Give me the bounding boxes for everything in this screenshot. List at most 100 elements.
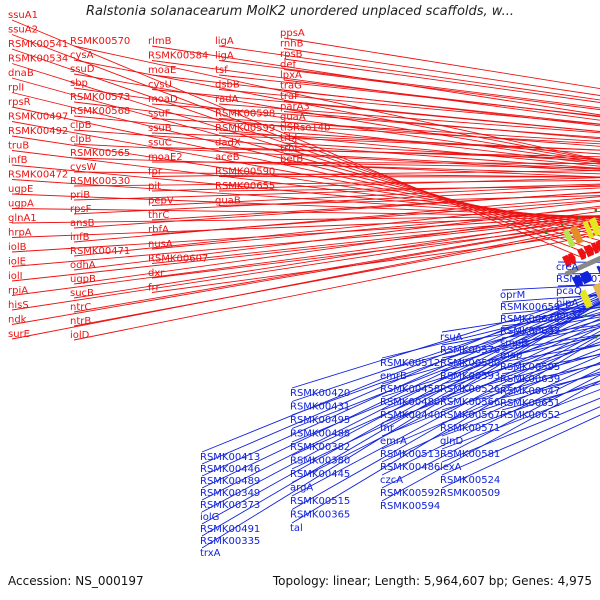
forward-gene-label: cysA	[70, 50, 94, 61]
reverse-label-line	[201, 301, 600, 525]
forward-label-line	[283, 111, 600, 140]
forward-label-line	[151, 231, 600, 293]
forward-label-line	[73, 191, 600, 229]
reverse-gene-label: tal	[290, 523, 303, 534]
forward-gene-label: cysU	[148, 80, 172, 91]
forward-gene-label: RSMK00590	[215, 167, 275, 178]
forward-gene-label: sucB	[70, 288, 94, 299]
reverse-label-line	[291, 297, 600, 402]
reverse-gene-label: RSMK00576	[440, 345, 500, 356]
forward-gene-label: RSMK00584	[148, 51, 208, 62]
forward-gene-label: iolB	[8, 242, 27, 253]
forward-gene-label: RSMK00530	[70, 176, 130, 187]
forward-label-line	[283, 163, 600, 178]
reverse-gene-label: RSMK00566	[440, 397, 500, 408]
forward-gene-arrow	[567, 252, 577, 265]
forward-label-line	[11, 48, 595, 251]
reverse-gene-label: RSMK00640	[500, 314, 560, 325]
forward-label-line	[73, 216, 600, 299]
forward-label-line	[283, 48, 600, 96]
forward-gene-label: iolE	[8, 257, 26, 268]
reverse-gene-label: RSMK00382	[290, 442, 350, 453]
forward-label-line	[73, 187, 600, 215]
forward-gene-label: rplI	[8, 83, 24, 94]
reverse-label-line	[441, 406, 600, 476]
reverse-label-line	[291, 334, 600, 510]
reverse-gene-arrow	[596, 265, 600, 275]
reverse-gene-label: smpB	[500, 338, 528, 349]
forward-label-line	[11, 220, 600, 311]
forward-gene-label: guaB	[215, 196, 241, 207]
forward-gene-label: ssuF	[148, 109, 171, 120]
reverse-label-line	[201, 302, 600, 549]
forward-label-line	[11, 215, 600, 253]
reverse-gene-label: rsuA	[440, 332, 463, 343]
forward-gene-label: ugpB	[70, 274, 96, 285]
forward-label-line	[73, 87, 600, 164]
forward-gene-label: rpsF	[70, 204, 92, 215]
forward-label-line	[73, 210, 600, 285]
reverse-gene-label: RSMK00647	[500, 386, 560, 397]
forward-gene-label: surE	[8, 329, 30, 340]
forward-label-line	[283, 153, 600, 170]
feature-block	[592, 282, 600, 302]
forward-gene-label: RSMK00570	[70, 36, 130, 47]
forward-gene-label: pepV	[148, 196, 174, 207]
forward-gene-label: RSMK00497	[8, 112, 68, 123]
reverse-gene-label: trxA	[200, 548, 221, 559]
forward-label-line	[11, 218, 600, 296]
forward-gene-label: moaE	[148, 65, 176, 76]
forward-gene-label: sbp	[70, 78, 88, 89]
forward-label-line	[73, 221, 600, 313]
forward-gene-label: RSMK00534	[8, 54, 68, 65]
reverse-gene-label: fnr	[380, 423, 395, 434]
forward-gene-label: ntrC	[70, 302, 91, 313]
reverse-gene-label: RSMK00488	[290, 429, 350, 440]
forward-label-line	[283, 132, 600, 155]
forward-gene-arrow	[562, 254, 572, 268]
forward-label-line	[283, 100, 600, 132]
reverse-label-line	[381, 334, 600, 411]
forward-gene-label: rpiA	[8, 286, 28, 297]
forward-gene-arrow	[595, 239, 600, 253]
forward-gene-label: moaD	[148, 94, 178, 105]
forward-gene-label: iolD	[70, 330, 90, 341]
reverse-gene-label: RSMK00632	[500, 326, 560, 337]
forward-gene-label: rpsR	[8, 97, 31, 108]
reverse-label-line	[291, 326, 600, 483]
reverse-gene-label: creA	[556, 262, 579, 273]
forward-gene-label: ppsA	[280, 28, 305, 39]
forward-gene-labels: ssuA1 ssuA2 RSMK00541 RSMK00534 dnaB rplI rpsR…	[8, 10, 330, 341]
forward-gene-label: ligA	[215, 51, 234, 62]
forward-label-line	[151, 223, 600, 279]
forward-gene-label: aceB	[215, 152, 240, 163]
reverse-label-line	[291, 337, 600, 524]
forward-label-lines	[11, 19, 600, 341]
reverse-gene-label: RSMK00659	[500, 302, 560, 313]
forward-label-line	[73, 45, 600, 161]
reverse-gene-label: RSMK00491	[200, 524, 260, 535]
forward-gene-label: thrC	[148, 210, 169, 221]
forward-gene-label: dnaB	[8, 68, 34, 79]
forward-label-line	[151, 199, 600, 235]
reverse-label-line	[441, 335, 600, 372]
reverse-label-line	[381, 304, 600, 359]
reverse-label-line	[291, 292, 600, 389]
forward-label-line	[73, 233, 600, 341]
reverse-gene-label: RSMK00486	[380, 462, 440, 473]
reverse-label-line	[441, 362, 600, 411]
forward-label-line	[11, 217, 600, 282]
reverse-gene-label: RSMK00594	[380, 501, 440, 512]
reverse-gene-labels: creARSMK00712pcaQhipAmexCoprMRSMK00659RS…	[200, 262, 600, 559]
reverse-label-line	[381, 355, 600, 450]
forward-gene-label: lpxA	[280, 70, 302, 81]
reverse-label-line	[381, 348, 600, 437]
forward-label-line	[218, 103, 600, 134]
forward-label-line	[283, 79, 600, 118]
reverse-label-line	[441, 344, 600, 385]
tick-mark	[544, 231, 547, 234]
forward-gene-label: hrpA	[8, 228, 32, 239]
forward-gene-label: ssuD	[70, 64, 95, 75]
reverse-label-lines	[201, 261, 600, 549]
